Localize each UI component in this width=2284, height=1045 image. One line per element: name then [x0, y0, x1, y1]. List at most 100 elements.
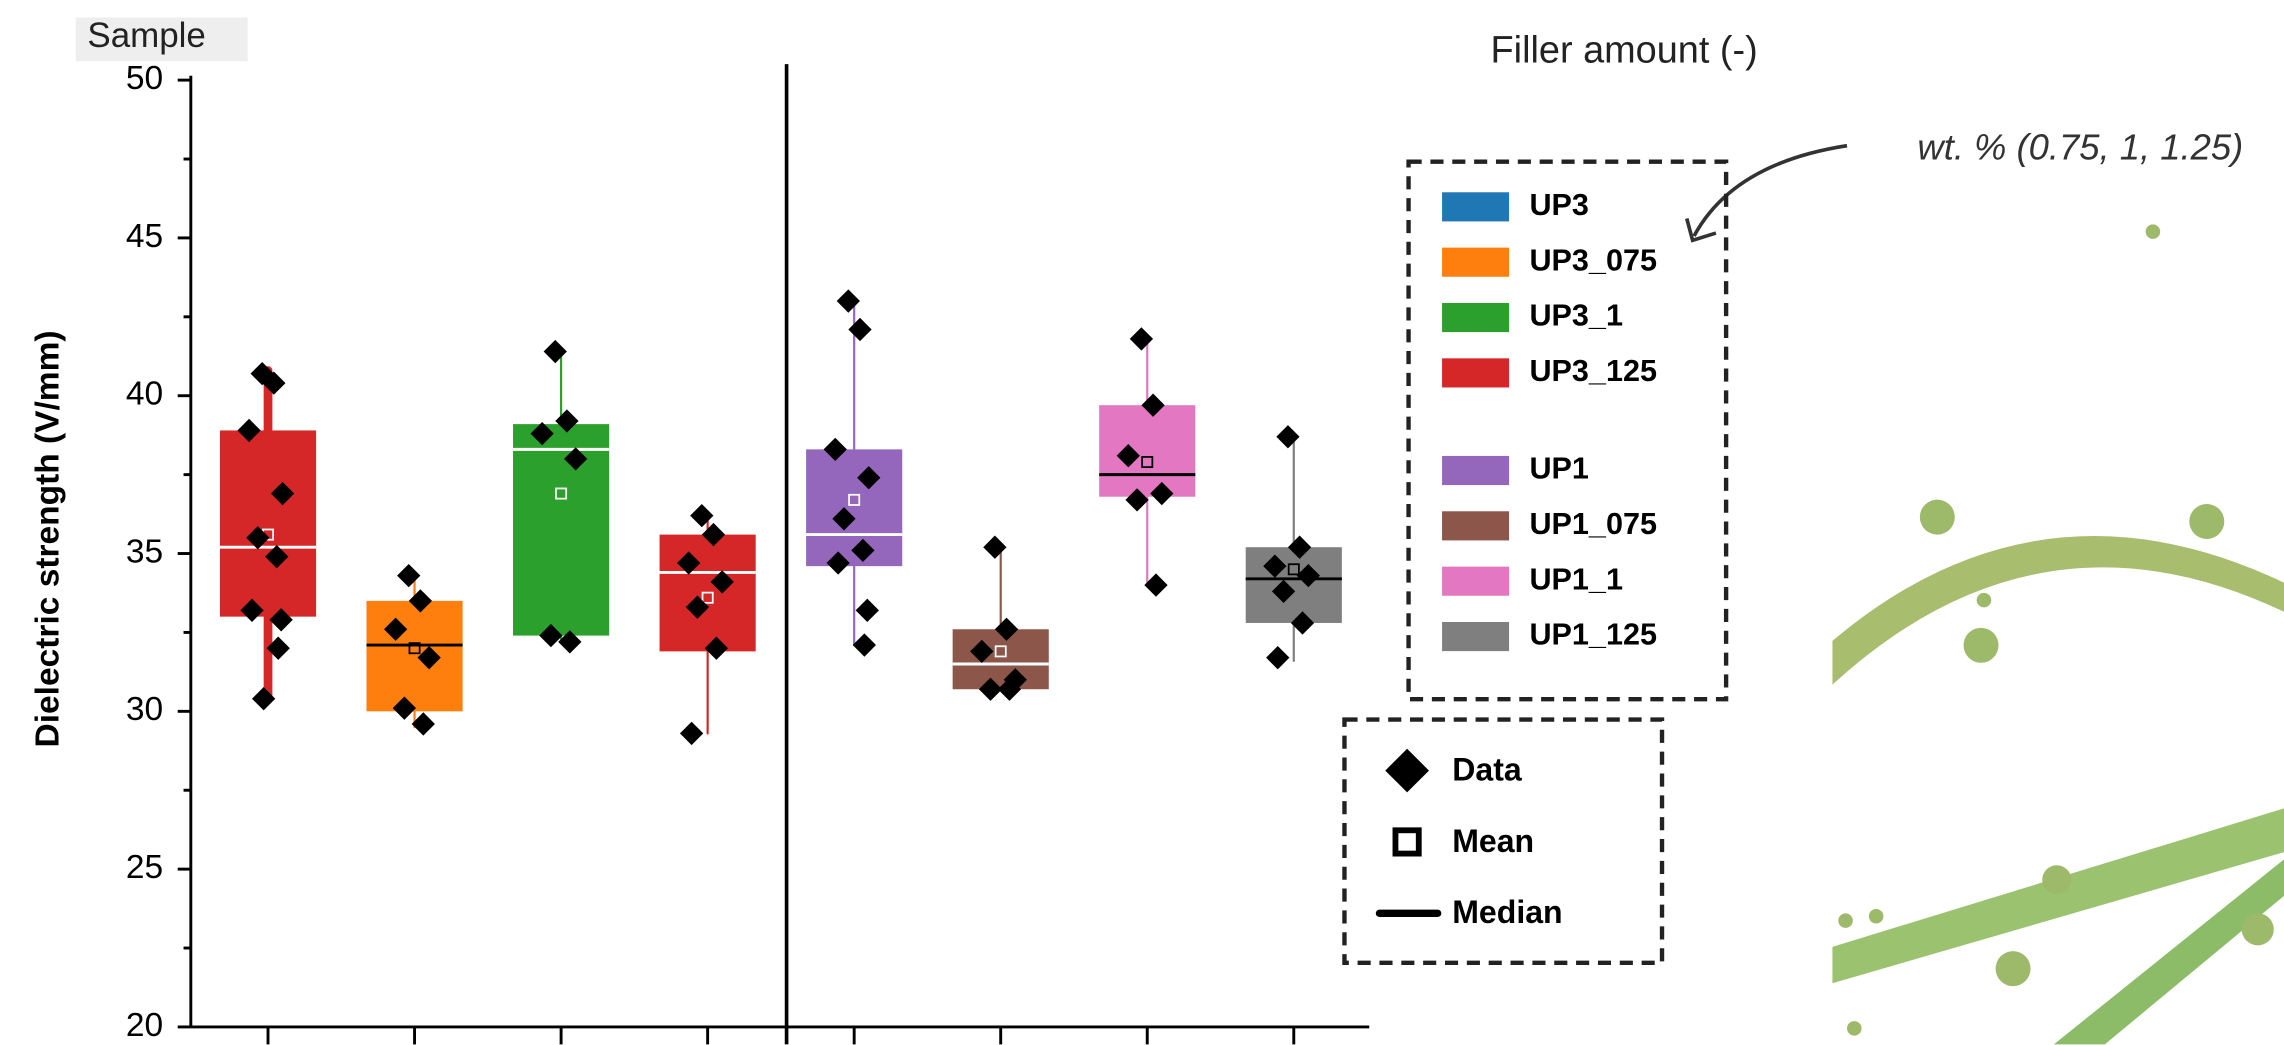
data-point [679, 721, 704, 746]
data-point [558, 630, 582, 654]
data-point [970, 639, 994, 664]
box [952, 629, 1049, 690]
key-diamond [1385, 748, 1429, 793]
data-point [408, 589, 433, 613]
box [513, 424, 610, 636]
data-point [530, 421, 554, 446]
data-point [246, 526, 270, 550]
data-point [411, 712, 435, 736]
mean [1141, 456, 1154, 468]
mean [994, 645, 1007, 658]
data-point [383, 617, 408, 641]
data-point [994, 617, 1019, 641]
data-point [237, 418, 261, 443]
data-point [997, 677, 1022, 701]
data-point [1125, 488, 1149, 512]
key-square [1392, 827, 1422, 857]
data-point [677, 551, 701, 575]
data-point [826, 551, 850, 575]
data-point [704, 636, 729, 660]
key-label: Median [1452, 894, 1562, 930]
decoration [1832, 224, 2284, 1045]
data-point [392, 696, 417, 720]
data-point [1116, 444, 1140, 468]
legend-label: UP3_075 [1529, 243, 1657, 277]
legend-label: UP3 [1529, 188, 1588, 222]
data-point [539, 623, 563, 648]
arrow-head [1685, 218, 1717, 243]
data-point [240, 598, 264, 622]
y-axis-label: Dielectric strength (V/mm) [29, 330, 66, 747]
data-point [417, 646, 441, 670]
y-tick-label: 40 [126, 376, 163, 413]
data-point [1296, 563, 1321, 588]
data-point [543, 339, 567, 364]
legend-swatch [1442, 192, 1510, 222]
data-point [848, 317, 872, 342]
data-point [265, 545, 289, 569]
data-point [555, 409, 579, 433]
data-point [251, 687, 276, 711]
key-label: Mean [1452, 823, 1534, 859]
data-point [1287, 535, 1312, 559]
annotation: wt. % (0.75, 1, 1.25) [1917, 127, 2243, 168]
legend-label: UP1_125 [1529, 618, 1657, 652]
box [1245, 547, 1342, 623]
data-point [1129, 327, 1154, 351]
arrow [1692, 143, 1848, 237]
mean [848, 493, 861, 506]
legend-swatch [1442, 511, 1510, 541]
mean [408, 642, 421, 655]
legend-label: UP1 [1529, 452, 1588, 486]
data-point [1141, 393, 1165, 417]
legend-swatch [1442, 455, 1510, 486]
data-point [978, 677, 1003, 701]
data-point [269, 608, 293, 632]
legend-label: UP1_075 [1529, 507, 1657, 541]
legend-swatch [1442, 621, 1510, 652]
data-point [1150, 481, 1174, 506]
y-tick-label: 45 [126, 218, 163, 255]
data-point [851, 538, 875, 563]
mean [701, 591, 714, 604]
box [366, 600, 463, 712]
data-point [983, 535, 1007, 559]
data-point [1276, 425, 1300, 449]
y-tick-label: 50 [126, 60, 163, 97]
legend-swatch [1442, 358, 1510, 388]
legend-swatch [1442, 566, 1510, 596]
data-point [857, 466, 881, 490]
corner-label: Sample [87, 16, 205, 55]
mean [1287, 563, 1300, 576]
y-tick-label: 20 [126, 1007, 163, 1044]
data-point [690, 504, 714, 528]
legend-swatch [1442, 302, 1510, 333]
key-box [1342, 717, 1665, 966]
data-point [266, 636, 290, 660]
legend-label: UP3_1 [1529, 299, 1623, 333]
data-point [1263, 554, 1287, 578]
legend-label: UP1_1 [1529, 562, 1623, 596]
legend-swatch [1442, 247, 1510, 277]
data-point [685, 595, 710, 619]
box [1099, 405, 1196, 497]
data-point [270, 481, 295, 506]
box [219, 430, 317, 617]
y-tick-label: 35 [126, 533, 163, 570]
data-point [710, 570, 734, 594]
y-tick-label: 25 [126, 849, 163, 886]
data-point [564, 447, 588, 471]
key-label: Data [1452, 751, 1523, 787]
label-bg [75, 17, 248, 62]
data-point [1290, 611, 1315, 635]
y-tick-label: 30 [126, 691, 163, 728]
legend-label: UP3_125 [1529, 354, 1657, 388]
data-point [397, 563, 421, 588]
mean [555, 487, 568, 500]
box [806, 449, 903, 567]
legend-box [1406, 159, 1729, 702]
data-point [1271, 579, 1296, 604]
data-point [836, 289, 860, 313]
data-point [852, 633, 877, 657]
